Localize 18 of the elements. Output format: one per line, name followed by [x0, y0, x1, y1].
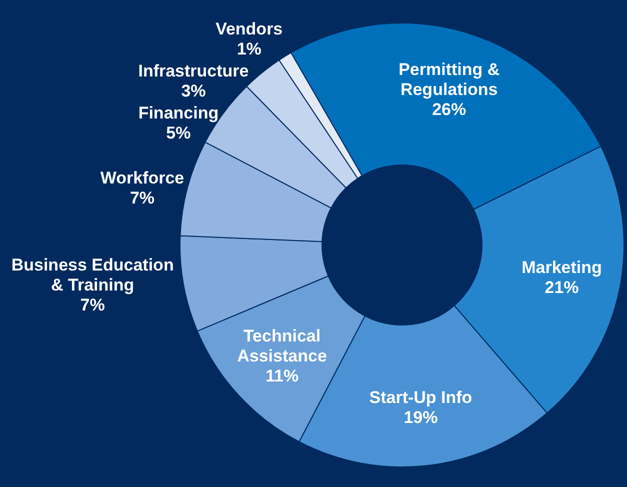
- slice-label: Business Education & Training: [11, 254, 174, 294]
- data-label: 19%: [404, 407, 438, 426]
- slice-label: Permitting & Regulations: [398, 59, 500, 98]
- slice-label: Start-Up Info: [369, 387, 472, 406]
- data-label: 11%: [265, 366, 299, 385]
- slice-label: Marketing: [522, 258, 602, 277]
- data-label: 7%: [80, 294, 105, 314]
- data-label: 21%: [544, 278, 579, 297]
- data-label: 26%: [432, 99, 466, 118]
- slice-label: Financing: [138, 102, 219, 122]
- data-label: 3%: [181, 80, 206, 100]
- slice-label: Vendors: [216, 18, 283, 38]
- slice-label: Workforce: [100, 168, 184, 188]
- data-label: 5%: [166, 122, 191, 142]
- data-label: 7%: [130, 188, 155, 208]
- slice-label: Infrastructure: [138, 60, 249, 80]
- slice-label: Technical Assistance: [237, 326, 327, 365]
- data-label: 1%: [236, 38, 262, 58]
